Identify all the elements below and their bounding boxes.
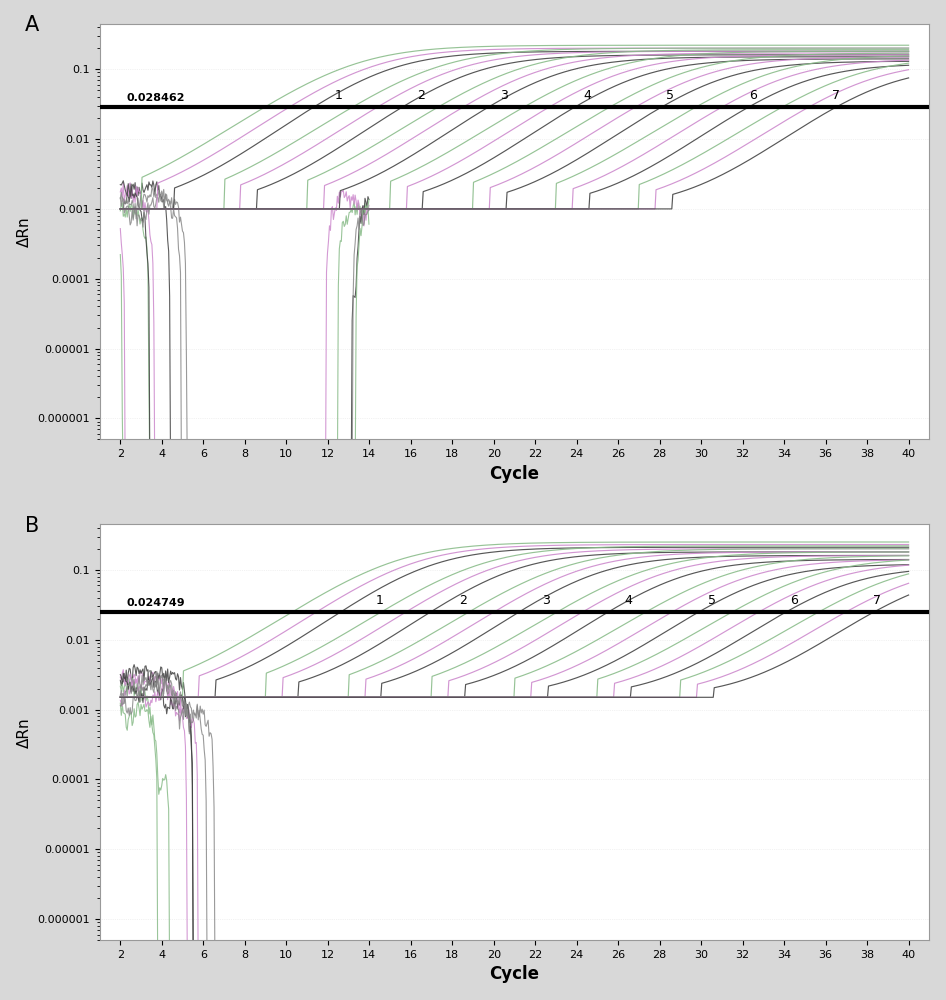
Text: A: A: [25, 15, 39, 35]
Text: 3: 3: [500, 89, 508, 102]
Y-axis label: ΔRn: ΔRn: [17, 216, 31, 247]
Text: 6: 6: [749, 89, 757, 102]
Text: B: B: [25, 516, 39, 536]
Text: 1: 1: [376, 594, 383, 607]
X-axis label: Cycle: Cycle: [489, 465, 539, 483]
Text: 6: 6: [791, 594, 798, 607]
Text: 5: 5: [708, 594, 715, 607]
Y-axis label: ΔRn: ΔRn: [17, 717, 31, 748]
Text: 4: 4: [624, 594, 633, 607]
Text: 0.028462: 0.028462: [127, 93, 185, 103]
Text: 0.024749: 0.024749: [127, 598, 185, 608]
X-axis label: Cycle: Cycle: [489, 965, 539, 983]
Text: 2: 2: [417, 89, 425, 102]
Text: 7: 7: [873, 594, 882, 607]
Text: 2: 2: [459, 594, 466, 607]
Text: 1: 1: [334, 89, 342, 102]
Text: 5: 5: [666, 89, 674, 102]
Text: 4: 4: [583, 89, 591, 102]
Text: 3: 3: [542, 594, 550, 607]
Text: 7: 7: [832, 89, 840, 102]
